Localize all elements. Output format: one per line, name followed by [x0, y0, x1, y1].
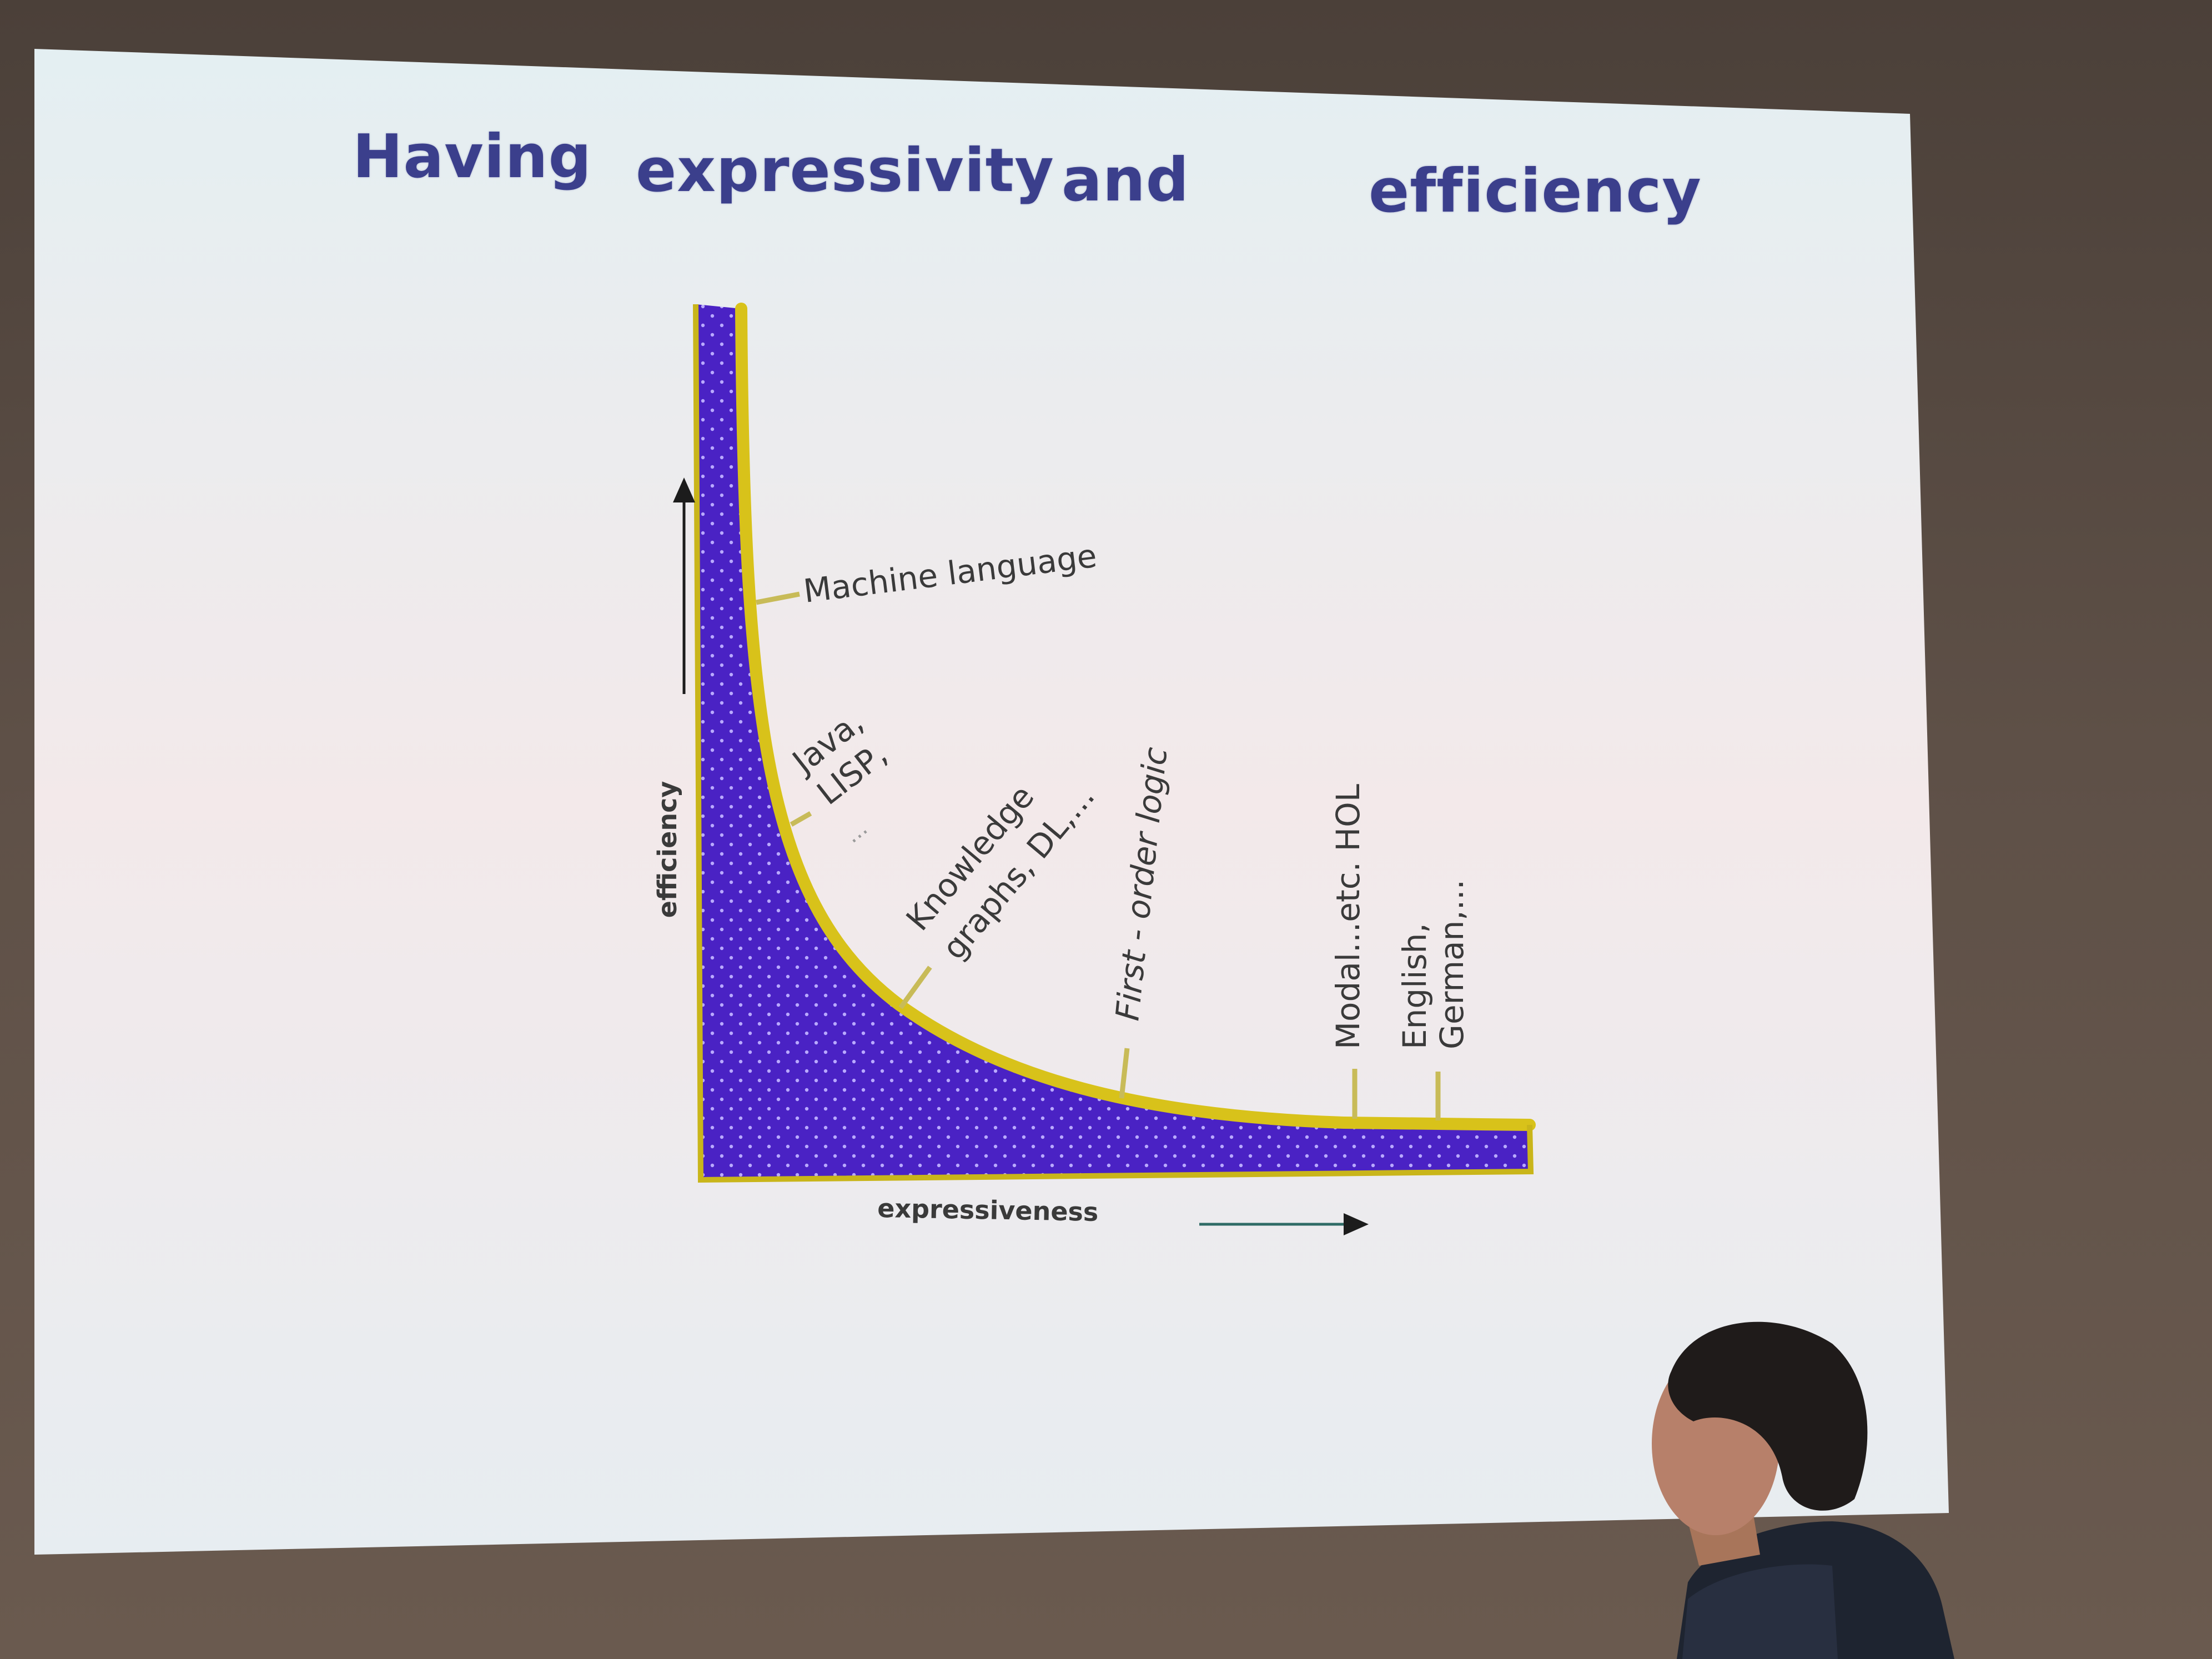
leader-java-lisp — [790, 811, 812, 827]
presenter-hair — [1668, 1321, 1868, 1511]
presenter-shoulder-highlight — [1682, 1564, 1838, 1659]
slide-title-word-having: Having — [353, 122, 592, 192]
x-axis-label: expressiveness — [877, 1193, 1099, 1227]
leader-knowledge-graphs — [898, 966, 932, 1009]
efficiency-curve-line — [735, 303, 1536, 1131]
curve-area-border — [693, 304, 1534, 1183]
leader-machine-language — [756, 591, 800, 605]
annotation-modal-hol: Modal...etc. HOL — [1329, 784, 1367, 1049]
slide-title-word-efficiency: efficiency — [1369, 157, 1702, 226]
slide-surface — [34, 49, 1949, 1555]
slide-title-word-expressivity: expressivity — [636, 136, 1054, 205]
y-axis-label: efficiency — [652, 781, 682, 918]
annotation-german: German,... — [1433, 879, 1471, 1049]
annotation-leader-lines — [756, 591, 1441, 1120]
annotation-english: English, — [1396, 923, 1434, 1049]
slide-title-word-and: and — [1062, 145, 1190, 215]
leader-first-order-logic — [1119, 1048, 1130, 1099]
efficiency-curve-area — [696, 304, 1531, 1180]
